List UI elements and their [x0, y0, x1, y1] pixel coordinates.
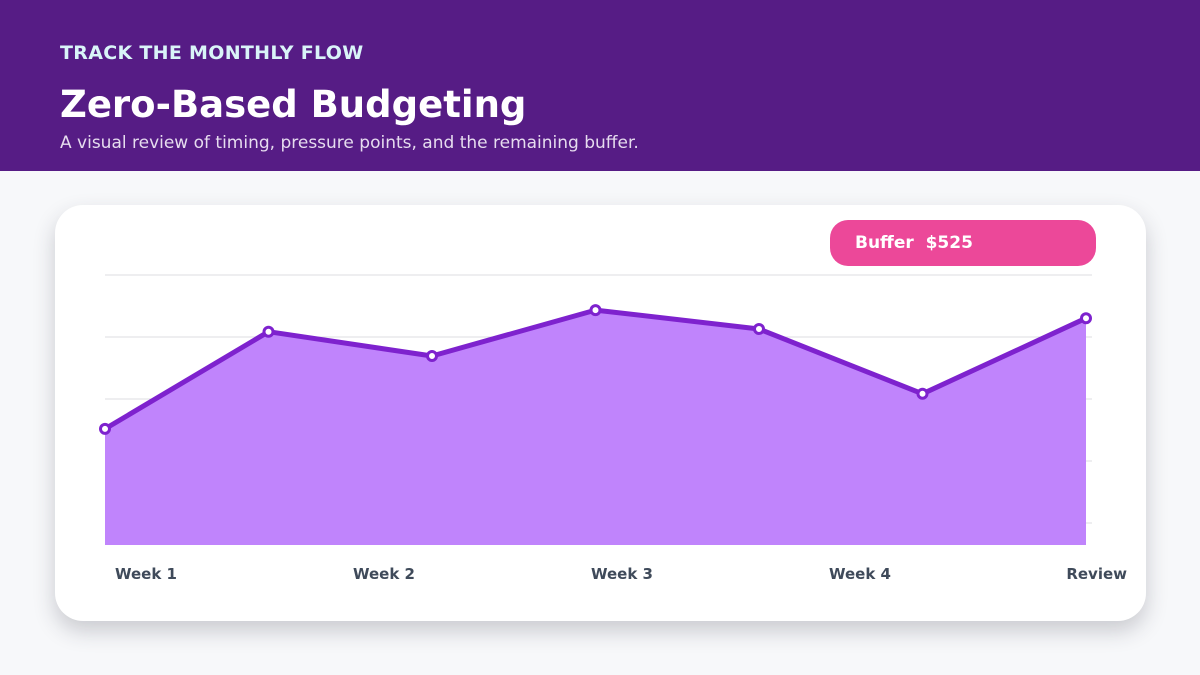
buffer-badge: Buffer $525 — [830, 220, 1096, 266]
x-tick-label: Week 3 — [591, 565, 653, 583]
data-points — [99, 304, 1092, 435]
data-point — [916, 387, 929, 400]
data-point — [262, 325, 275, 338]
data-point — [426, 350, 438, 362]
eyebrow-text: TRACK THE MONTHLY FLOW — [60, 42, 364, 64]
data-point — [589, 304, 602, 317]
buffer-value: $525 — [925, 233, 973, 253]
x-axis-labels: Week 1 Week 2 Week 3 Week 4 Review — [115, 565, 1127, 583]
x-tick-label: Review — [1066, 565, 1127, 583]
data-point — [753, 323, 765, 335]
x-tick-label: Week 4 — [829, 565, 891, 583]
x-tick-label: Week 1 — [115, 565, 177, 583]
page-subtitle: A visual review of timing, pressure poin… — [60, 133, 639, 153]
x-tick-label: Week 2 — [353, 565, 415, 583]
page-title: Zero-Based Budgeting — [60, 83, 527, 126]
series-area — [105, 310, 1086, 545]
data-point — [1080, 312, 1092, 325]
header-banner: TRACK THE MONTHLY FLOW Zero-Based Budget… — [0, 0, 1200, 171]
data-point — [99, 422, 111, 435]
buffer-label: Buffer — [855, 233, 914, 253]
